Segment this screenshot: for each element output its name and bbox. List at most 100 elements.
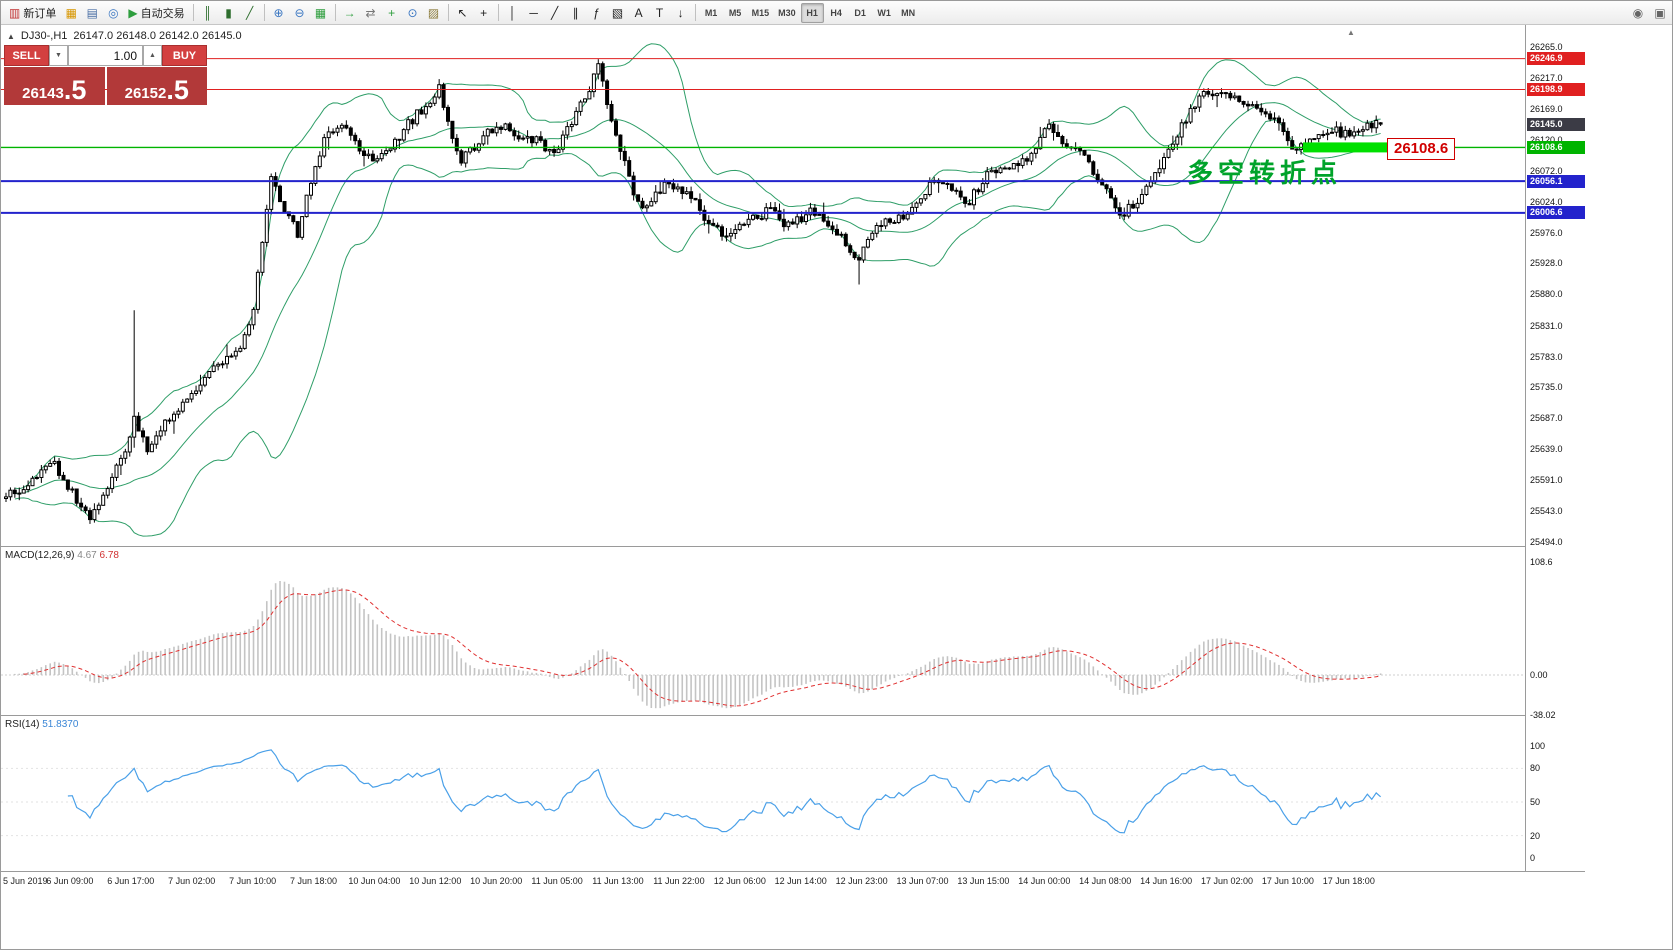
tile-grid-button[interactable]: ▦	[311, 3, 331, 23]
zoom-in-icon: ⊕	[273, 5, 284, 20]
vertical-line-button[interactable]: │	[503, 3, 523, 23]
toolbar-separator	[334, 4, 336, 21]
zoom-in-button[interactable]: ⊕	[269, 3, 289, 23]
time-axis-label: 10 Jun 12:00	[409, 876, 462, 886]
arrows-tool-button[interactable]: ↓	[671, 3, 691, 23]
chart-windows-button[interactable]: ▦	[61, 3, 81, 23]
price-axis-label: 25639.0	[1530, 443, 1563, 454]
timeframe-h1-button[interactable]: H1	[800, 2, 824, 23]
price-level-badge-resistance-lower: 26198.9	[1527, 82, 1585, 96]
crosshair-icon: +	[480, 5, 488, 20]
text-label-button[interactable]: T	[650, 3, 670, 23]
pivot-price-tag[interactable]: 26108.6	[1387, 138, 1456, 160]
periods-button[interactable]: ⊙	[403, 3, 423, 23]
buy-price-display[interactable]: 26152 .5	[106, 67, 207, 106]
auto-trading-label: 自动交易	[140, 7, 185, 20]
zoom-out-button[interactable]: ⊖	[290, 3, 310, 23]
timeframe-w1-button[interactable]: W1	[877, 7, 891, 18]
panel-separator[interactable]	[1, 715, 1585, 716]
time-axis[interactable]: 5 Jun 2019 6 Jun 09:00 6 Jun 17:00 7 Jun 02…	[1, 873, 1585, 889]
time-axis-label: 13 Jun 07:00	[896, 876, 949, 886]
chart-collapse-icon[interactable]: ▲	[7, 31, 15, 41]
fibonacci-button[interactable]: ƒ	[587, 3, 607, 23]
templates-button[interactable]: ▨	[424, 3, 444, 23]
chart-title: ▲ DJ30-,H1 26147.0 26148.0 26142.0 26145…	[7, 30, 242, 42]
main-chart-canvas[interactable]	[1, 25, 1525, 546]
bollinger-middle	[14, 102, 1381, 495]
channel-button[interactable]: ∥	[566, 3, 586, 23]
bollinger-upper	[14, 43, 1381, 490]
horizontal-line-button[interactable]: ─	[524, 3, 544, 23]
macd-axis-label: 0.00	[1530, 670, 1548, 680]
new-order-button[interactable]: ▥ 新订单	[5, 3, 60, 23]
price-level-lines[interactable]	[1, 58, 1525, 214]
rsi-panel-canvas[interactable]	[1, 716, 1525, 871]
timeframe-d1-button[interactable]: D1	[854, 7, 866, 18]
price-axis-label: 25735.0	[1530, 382, 1563, 393]
trendline-button[interactable]: ╱	[545, 3, 565, 23]
pivot-highlight-segment	[1303, 142, 1397, 153]
navigator-button[interactable]: ◎	[103, 3, 123, 23]
timeframe-mn-button[interactable]: MN	[901, 7, 916, 18]
turning-point-annotation: 多空转折点	[1187, 158, 1343, 188]
time-axis-label: 10 Jun 20:00	[470, 876, 523, 886]
chart-area: 26265.0 26217.0 26169.0 26120.0 26072.0 26024…	[1, 25, 1672, 949]
line-chart-type-button[interactable]: ╱	[240, 3, 260, 23]
buy-price-frac: .5	[166, 75, 189, 106]
price-axis[interactable]: 26265.0 26217.0 26169.0 26120.0 26072.0 26024…	[1525, 25, 1585, 871]
price-axis-label: 25928.0	[1530, 258, 1563, 269]
bar-chart-type-button[interactable]: ║	[198, 3, 218, 23]
macd-main-value: 4.67	[77, 550, 97, 561]
crosshair-button[interactable]: +	[474, 3, 494, 23]
time-axis-label: 10 Jun 04:00	[348, 876, 401, 886]
price-axis-label: 26217.0	[1530, 72, 1563, 83]
toolbar-separator	[263, 4, 265, 21]
macd-panel-canvas[interactable]	[1, 547, 1525, 715]
time-axis-label: 7 Jun 10:00	[229, 876, 277, 886]
price-axis-label: 25591.0	[1530, 474, 1563, 485]
community-button[interactable]: ▣	[1650, 3, 1670, 23]
panel-separator[interactable]	[1, 546, 1585, 547]
text-button[interactable]: A	[629, 3, 649, 23]
timeframe-m5-button[interactable]: M5	[728, 7, 742, 18]
price-axis-label: 25831.0	[1530, 320, 1563, 331]
timeframe-m15-button[interactable]: M15	[751, 7, 770, 18]
time-axis-label: 17 Jun 10:00	[1261, 876, 1314, 886]
shapes-button[interactable]: ▧	[608, 3, 628, 23]
buy-price-main: 26152	[124, 84, 167, 102]
rsi-name: RSI(14)	[5, 719, 40, 730]
timeframe-m1-button[interactable]: M1	[704, 7, 718, 18]
tile-grid-icon: ▦	[314, 5, 327, 20]
buy-button[interactable]: BUY	[162, 45, 207, 66]
auto-scroll-button[interactable]: →	[340, 3, 360, 23]
chart-shift-button[interactable]: ⇄	[361, 3, 381, 23]
terminal-button[interactable]: ▤	[82, 3, 102, 23]
timeframe-h4-button[interactable]: H4	[830, 7, 842, 18]
bar-chart-type-icon: ║	[203, 5, 212, 20]
order-price-row: 26143 .5 26152 .5	[4, 67, 207, 105]
sell-button[interactable]: SELL	[4, 45, 49, 66]
cursor-button[interactable]: ↖	[453, 3, 473, 23]
macd-axis-label: -38.02	[1530, 709, 1556, 720]
text-label-icon: T	[655, 5, 664, 20]
fibonacci-icon: ƒ	[593, 5, 600, 20]
new-order-icon: ▥	[9, 5, 21, 20]
chart-shift-icon: ⇄	[365, 5, 376, 20]
volume-up-button[interactable]: ▲	[143, 45, 162, 66]
volume-down-button[interactable]: ▼	[49, 45, 68, 66]
panel-separator[interactable]	[1, 871, 1585, 872]
search-button[interactable]: ◉	[1628, 3, 1648, 23]
auto-trading-button[interactable]: ▶ 自动交易	[124, 3, 188, 23]
time-axis-label: 12 Jun 14:00	[774, 876, 827, 886]
community-icon: ▣	[1654, 5, 1666, 20]
indicators-add-button[interactable]: +	[382, 3, 402, 23]
price-axis-label: 25880.0	[1530, 289, 1563, 300]
candlestick-type-button[interactable]: ▮	[219, 3, 239, 23]
sell-price-display[interactable]: 26143 .5	[4, 67, 105, 105]
trendline-icon: ╱	[550, 5, 559, 20]
volume-input[interactable]: 1.00	[68, 45, 143, 66]
timeframe-m30-button[interactable]: M30	[778, 7, 796, 18]
price-level-badge-pivot: 26108.6	[1527, 140, 1585, 154]
rsi-value: 51.8370	[42, 719, 79, 730]
time-axis-label: 11 Jun 13:00	[592, 876, 644, 886]
